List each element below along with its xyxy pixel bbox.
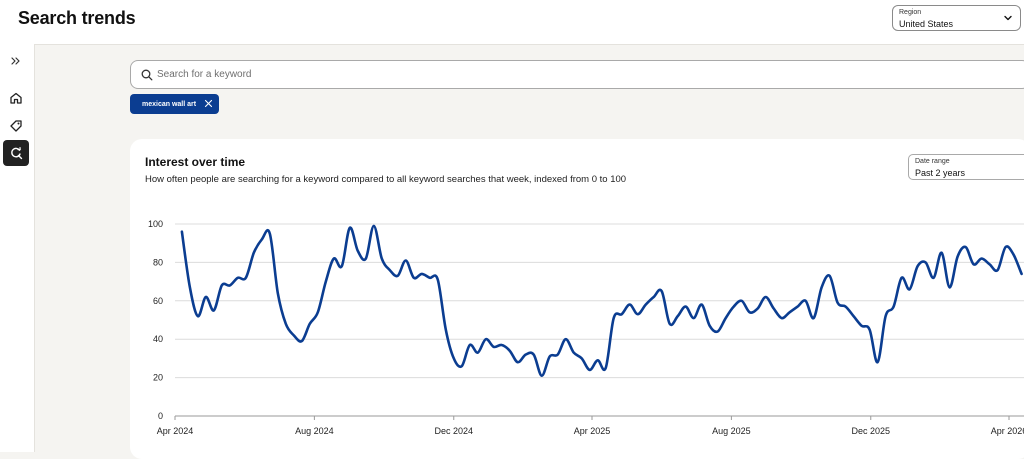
keyword-chip[interactable]: mexican wall art: [130, 94, 219, 114]
keyword-chip-label: mexican wall art: [142, 100, 197, 108]
region-label: Region: [899, 9, 922, 16]
sidebar: [0, 44, 35, 452]
home-icon: [10, 92, 22, 104]
date-range-label: Date range: [915, 158, 950, 165]
region-select[interactable]: Region United States: [892, 5, 1021, 31]
double-chevron-right-icon: [11, 57, 20, 65]
chart-title: Interest over time: [145, 155, 246, 169]
search-refresh-icon: [11, 147, 23, 160]
date-range-value: Past 2 years: [915, 168, 966, 178]
chevron-down-icon: [1004, 15, 1012, 21]
sidebar-item-tags[interactable]: [3, 113, 29, 139]
sidebar-item-search-trends[interactable]: [3, 140, 29, 166]
sidebar-expand-button[interactable]: [3, 48, 29, 74]
page-title: Search trends: [18, 8, 136, 28]
sidebar-item-home[interactable]: [3, 85, 29, 111]
region-value: United States: [899, 19, 954, 29]
top-bar: Search trends Region United States: [0, 0, 1024, 45]
chart-subtitle: How often people are searching for a key…: [145, 174, 627, 185]
tag-icon: [10, 120, 22, 132]
close-icon[interactable]: [204, 99, 213, 108]
search-input[interactable]: Search for a keyword: [130, 60, 1024, 89]
interest-card: Interest over time How often people are …: [130, 139, 1024, 459]
search-icon: [141, 69, 153, 81]
date-range-select[interactable]: Date range Past 2 years: [908, 154, 1024, 180]
search-placeholder: Search for a keyword: [157, 69, 252, 80]
